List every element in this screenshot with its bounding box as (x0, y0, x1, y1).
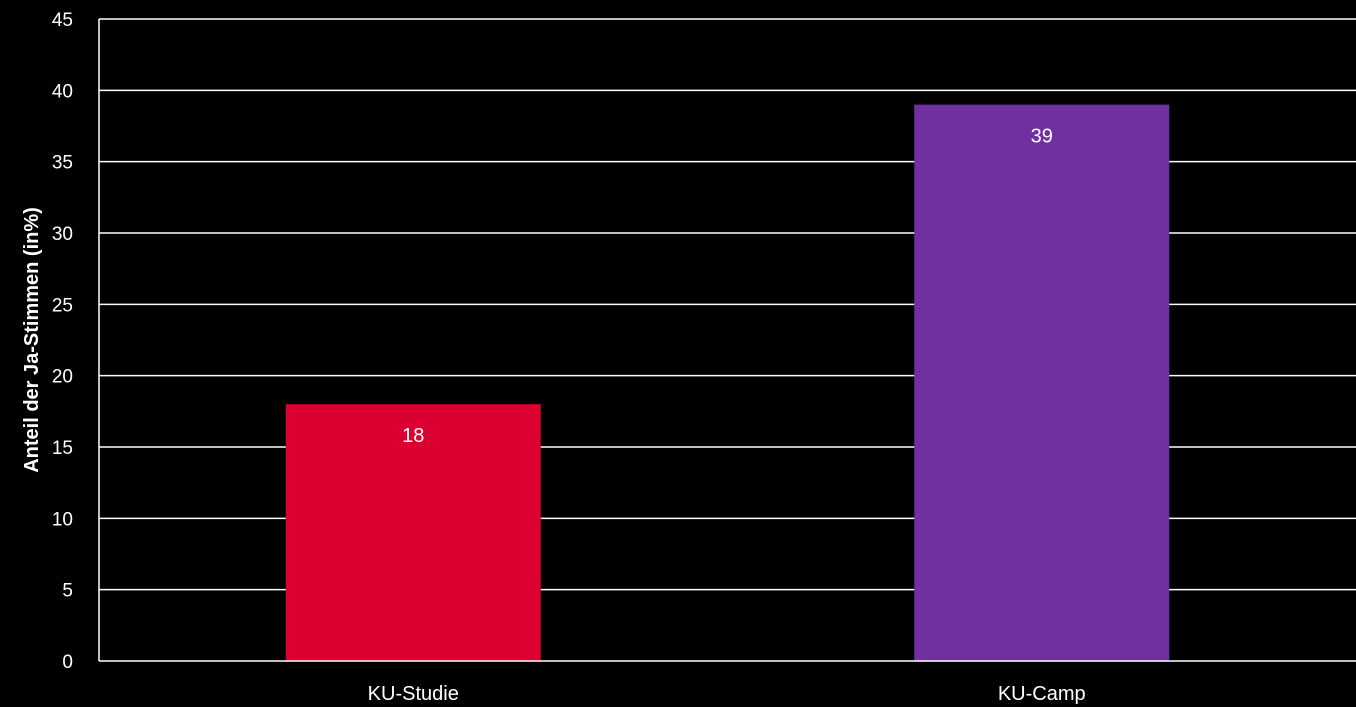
y-tick-label-45: 45 (52, 10, 73, 31)
bars (285, 104, 1170, 662)
data-label-ku-studie: 18 (402, 425, 424, 447)
y-tick-label-20: 20 (52, 367, 73, 388)
bar-ku-studie (285, 404, 541, 661)
category-label-ku-studie: KU-Studie (368, 683, 459, 705)
category-label-ku-camp: KU-Camp (998, 683, 1086, 705)
y-tick-label-0: 0 (62, 652, 73, 673)
y-tick-label-30: 30 (52, 224, 73, 245)
y-tick-label-25: 25 (52, 295, 73, 316)
y-tick-label-40: 40 (52, 81, 73, 102)
y-tick-label-35: 35 (52, 153, 73, 174)
data-label-ku-camp: 39 (1031, 126, 1053, 148)
y-axis-title: Anteil der Ja-Stimmen (in%) (21, 207, 43, 473)
y-tick-label-10: 10 (52, 509, 73, 530)
y-tick-labels: 0 5 10 15 20 25 30 35 40 45 (52, 10, 73, 673)
bar-ku-camp (914, 104, 1170, 662)
y-tick-label-5: 5 (62, 581, 73, 602)
category-labels: KU-Studie KU-Camp (368, 683, 1086, 705)
y-tick-label-15: 15 (52, 438, 73, 459)
